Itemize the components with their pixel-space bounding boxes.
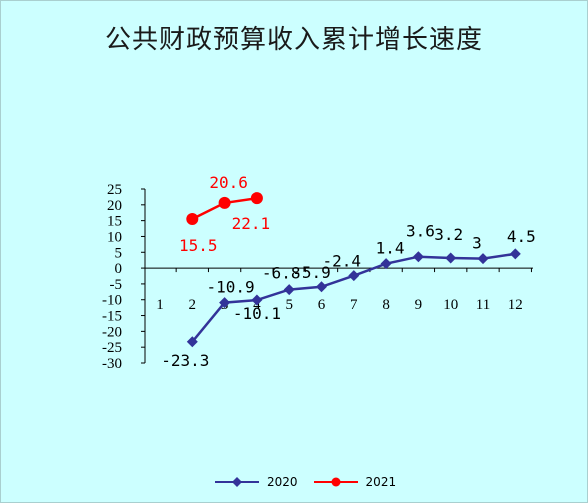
y-tick-label: 10: [107, 229, 122, 245]
plot-area: 2520151050-5-10-15-20-25-301234567891011…: [102, 173, 536, 372]
y-tick-label: 20: [107, 198, 122, 214]
legend-swatch-2020: [215, 477, 259, 487]
legend-label-2020: 2020: [267, 475, 298, 489]
y-tick-label: 5: [115, 245, 123, 261]
y-tick-label: -25: [102, 340, 122, 356]
marker-2020: [219, 297, 231, 309]
marker-2020: [445, 252, 457, 264]
marker-2020: [509, 248, 521, 260]
y-tick-label: 25: [107, 182, 122, 198]
y-tick-label: -30: [102, 356, 122, 372]
data-label-2020: -5.9: [292, 263, 331, 282]
marker-2020: [283, 284, 295, 296]
data-label-2020: 3.6: [406, 222, 435, 241]
x-tick-label: 2: [189, 297, 197, 313]
chart-title: 公共财政预算收入累计增长速度: [104, 25, 483, 55]
legend-item-2020: 2020: [213, 475, 298, 489]
data-label-2021: 22.1: [232, 214, 271, 233]
x-tick-label: 5: [285, 297, 293, 313]
x-tick-label: 8: [382, 297, 390, 313]
marker-2020: [251, 294, 263, 306]
data-label-2020: -6.8: [262, 264, 301, 283]
marker-2020: [348, 270, 360, 282]
data-label-2020: 3.2: [434, 225, 463, 244]
x-tick-label: 11: [476, 297, 490, 313]
x-tick-label: 7: [350, 297, 358, 313]
x-tick-label: 6: [318, 297, 326, 313]
data-label-2020: 3: [472, 234, 482, 253]
y-tick-label: 15: [107, 214, 122, 230]
x-tick-label: 1: [156, 297, 164, 313]
y-tick-label: -20: [102, 324, 122, 340]
y-tick-label: 0: [115, 261, 123, 277]
marker-2020: [412, 251, 424, 263]
y-tick-label: -10: [102, 293, 122, 309]
data-label-2020: -10.1: [233, 304, 281, 323]
marker-2021: [186, 213, 199, 226]
y-tick-label: -15: [102, 309, 122, 325]
x-tick-label: 9: [415, 297, 423, 313]
data-label-2021: 20.6: [209, 173, 248, 192]
x-tick-label: 10: [443, 297, 458, 313]
marker-2020: [316, 281, 327, 293]
data-label-2020: -23.3: [161, 351, 209, 370]
marker-2020: [380, 258, 392, 270]
data-label-2020: -10.9: [207, 278, 255, 297]
legend-swatch-2021: [313, 477, 358, 487]
data-label-2020: 4.5: [507, 227, 536, 246]
marker-2020: [186, 336, 198, 348]
data-label-2021: 15.5: [179, 236, 218, 255]
marker-2021: [250, 192, 263, 205]
legend: 2020 2021: [213, 475, 396, 489]
data-label-2020: 1.4: [376, 239, 405, 258]
data-label-2020: -2.4: [323, 252, 362, 271]
marker-2020: [477, 253, 489, 265]
x-tick-label: 12: [508, 297, 523, 313]
y-tick-label: -5: [110, 277, 123, 293]
legend-label-2021: 2021: [365, 475, 397, 489]
legend-item-2021: 2021: [312, 475, 397, 489]
marker-2021: [218, 196, 231, 209]
